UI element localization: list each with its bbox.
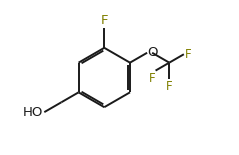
Text: HO: HO bbox=[23, 106, 43, 119]
Text: F: F bbox=[166, 80, 173, 93]
Text: F: F bbox=[185, 48, 191, 61]
Text: O: O bbox=[148, 46, 158, 59]
Text: F: F bbox=[148, 72, 155, 85]
Text: F: F bbox=[101, 14, 108, 27]
